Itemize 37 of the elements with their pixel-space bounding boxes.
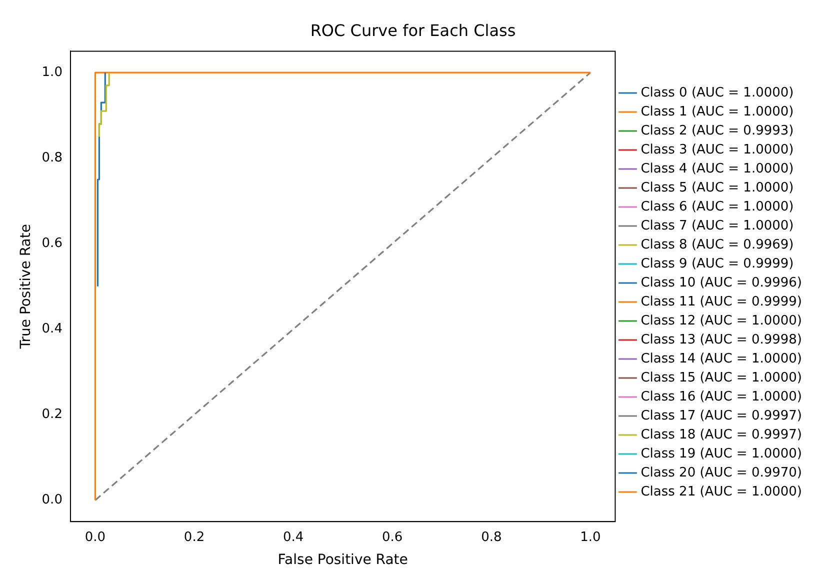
legend-label: Class 10 (AUC = 0.9996)	[640, 275, 802, 290]
y-tick-label: 1.0	[42, 64, 62, 80]
x-tick-label: 0.6	[382, 530, 403, 545]
legend-label: Class 12 (AUC = 1.0000)	[640, 313, 802, 328]
legend-label: Class 2 (AUC = 0.9993)	[640, 123, 794, 138]
legend-label: Class 20 (AUC = 0.9970)	[640, 465, 802, 480]
legend-label: Class 6 (AUC = 1.0000)	[640, 199, 794, 214]
legend-label: Class 0 (AUC = 1.0000)	[640, 85, 794, 100]
x-tick-label: 0.2	[184, 530, 205, 545]
y-tick-label: 0.2	[42, 407, 62, 422]
chart-title: ROC Curve for Each Class	[310, 20, 516, 40]
legend-label: Class 8 (AUC = 0.9969)	[640, 237, 794, 252]
x-tick-label: 0.4	[282, 530, 304, 545]
legend-label: Class 3 (AUC = 1.0000)	[640, 142, 794, 158]
legend-label: Class 9 (AUC = 0.9999)	[640, 256, 794, 272]
legend-label: Class 5 (AUC = 1.0000)	[640, 180, 794, 196]
legend-label: Class 21 (AUC = 1.0000)	[640, 484, 802, 500]
legend-label: Class 11 (AUC = 0.9999)	[640, 294, 802, 310]
y-tick-label: 0.0	[42, 492, 62, 508]
legend-label: Class 13 (AUC = 0.9998)	[640, 332, 802, 348]
x-tick-label: 1.0	[580, 530, 601, 545]
legend-label: Class 15 (AUC = 1.0000)	[640, 370, 802, 386]
legend-label: Class 16 (AUC = 1.0000)	[640, 389, 802, 404]
y-tick-label: 0.8	[42, 150, 62, 166]
legend-label: Class 7 (AUC = 1.0000)	[640, 218, 794, 234]
legend-label: Class 4 (AUC = 1.0000)	[640, 161, 794, 176]
y-axis-title: True Positive Rate	[18, 224, 34, 350]
x-axis-title: False Positive Rate	[278, 552, 408, 568]
legend-label: Class 17 (AUC = 0.9997)	[640, 408, 802, 424]
x-tick-label: 0.0	[84, 530, 106, 545]
legend-label: Class 18 (AUC = 0.9997)	[640, 427, 802, 442]
legend-label: Class 14 (AUC = 1.0000)	[640, 351, 802, 366]
legend-label: Class 1 (AUC = 1.0000)	[640, 104, 794, 120]
y-tick-label: 0.4	[42, 322, 62, 337]
legend-label: Class 19 (AUC = 1.0000)	[640, 446, 802, 462]
x-tick-label: 0.8	[481, 530, 502, 545]
y-tick-label: 0.6	[42, 236, 62, 252]
